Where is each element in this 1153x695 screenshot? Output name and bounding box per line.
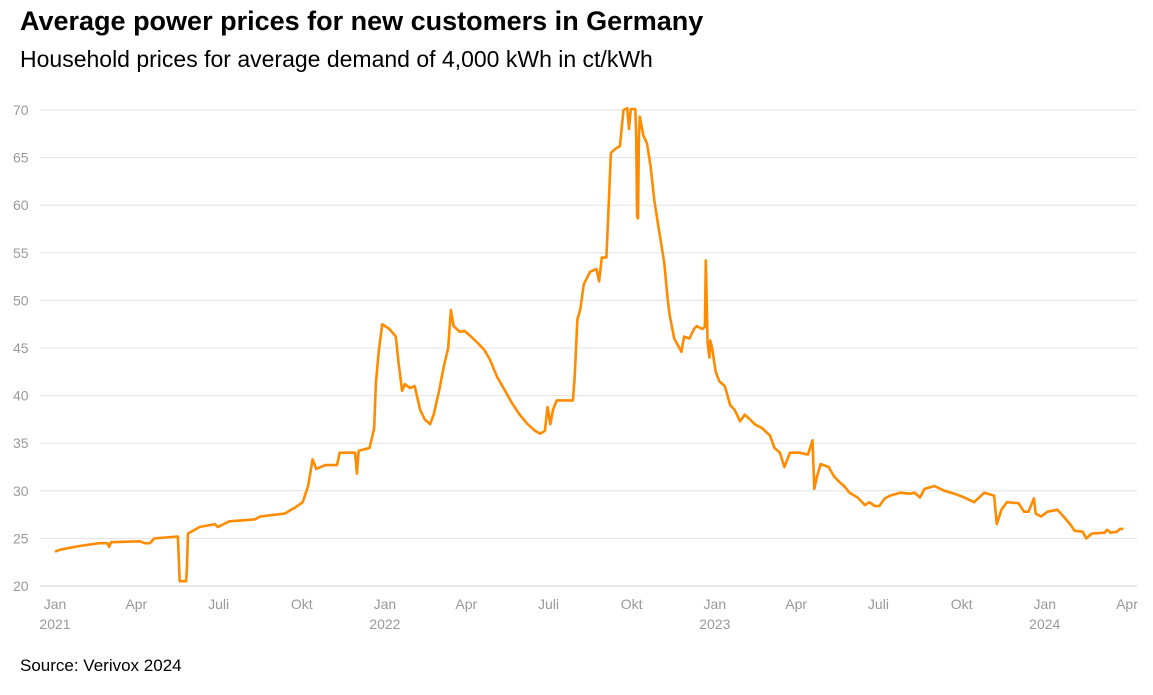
y-tick-label: 50 <box>13 292 29 308</box>
y-tick-label: 25 <box>13 530 29 546</box>
x-tick-label: Jan <box>1033 596 1056 612</box>
series-line-0 <box>54 106 1124 583</box>
y-axis-ticks: 20 25 30 35 40 45 50 55 60 65 70 <box>13 102 29 594</box>
x-tick-label: Jan <box>44 596 67 612</box>
y-tick-label: 30 <box>13 483 29 499</box>
x-year-label: 2023 <box>699 616 730 632</box>
source-note: Source: Verivox 2024 <box>20 656 182 675</box>
chart-title: Average power prices for new customers i… <box>20 6 704 36</box>
x-tick-label: Jan <box>704 596 727 612</box>
y-tick-label: 60 <box>13 197 29 213</box>
x-tick-label: Apr <box>455 596 477 612</box>
y-tick-label: 40 <box>13 388 29 404</box>
y-tick-label: 55 <box>13 245 29 261</box>
x-tick-label: Apr <box>125 596 147 612</box>
series-lines <box>54 106 1124 583</box>
x-tick-label: Okt <box>621 596 643 612</box>
y-tick-label: 70 <box>13 102 29 118</box>
x-tick-label: Okt <box>291 596 313 612</box>
x-tick-label: Juli <box>868 596 889 612</box>
x-tick-label: Apr <box>785 596 807 612</box>
x-year-label: 2021 <box>39 616 70 632</box>
y-tick-label: 65 <box>13 150 29 166</box>
x-tick-label: Okt <box>951 596 973 612</box>
x-tick-label: Juli <box>208 596 229 612</box>
x-tick-label: Juli <box>538 596 559 612</box>
gridlines <box>40 109 1137 587</box>
x-axis-ticks: Jan 2021 Apr Juli Okt Jan 2022 Apr Juli Okt Jan 202… <box>39 596 1138 632</box>
x-year-label: 2022 <box>369 616 400 632</box>
x-year-label: 2024 <box>1029 616 1060 632</box>
x-tick-label: Jan <box>374 596 397 612</box>
x-tick-label: Apr <box>1116 596 1138 612</box>
y-tick-label: 45 <box>13 340 29 356</box>
y-tick-label: 35 <box>13 435 29 451</box>
y-tick-label: 20 <box>13 578 29 594</box>
chart-subtitle: Household prices for average demand of 4… <box>20 46 653 72</box>
